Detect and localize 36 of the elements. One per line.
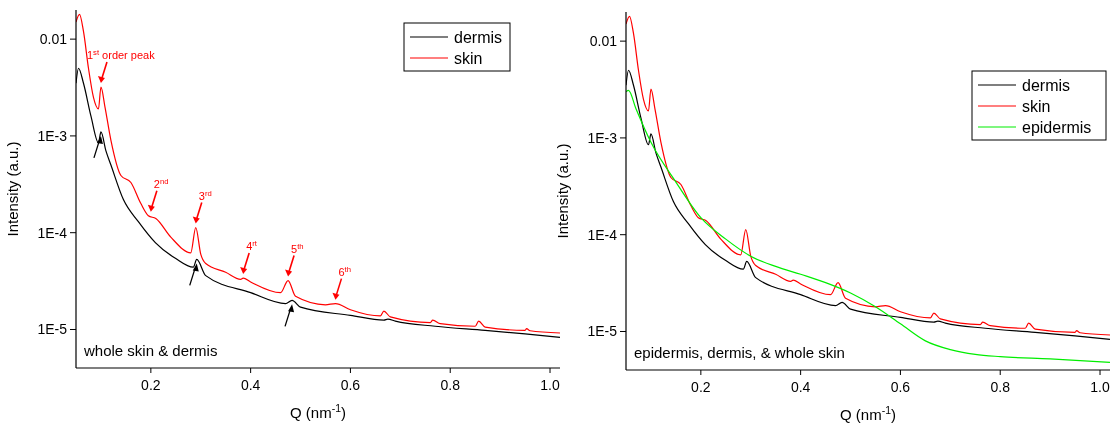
annotation: 3$^{rd}$ <box>198 188 212 202</box>
legend-label: skin <box>1022 98 1051 115</box>
y-tick-label: 1E-5 <box>37 321 68 338</box>
legend-label: epidermis <box>1022 119 1092 136</box>
x-tick-label: 0.2 <box>141 377 161 393</box>
y-tick-label: 1E-5 <box>587 323 618 340</box>
y-tick-label: 1E-3 <box>587 129 618 146</box>
x-tick-label: 1.0 <box>1090 379 1110 395</box>
x-tick-label: 0.6 <box>890 379 911 395</box>
annotation: epidermis, dermis, & whole skin <box>634 344 845 361</box>
x-tick-label: 1.0 <box>540 377 560 393</box>
legend-label: dermis <box>1022 77 1071 94</box>
y-tick-label: 0.01 <box>589 33 618 50</box>
legend-label: skin <box>454 50 483 67</box>
annotation: 1$^{st}$ order peak <box>86 47 156 62</box>
annotation: 6$^{th}$ <box>338 264 352 278</box>
x-tick-label: 0.2 <box>691 379 711 395</box>
y-tick-label: 0.01 <box>39 31 68 48</box>
annotation: 4$^{rt}$ <box>246 238 258 253</box>
legend-label: dermis <box>454 29 503 46</box>
annotation: whole skin & dermis <box>83 342 218 359</box>
x-tick-label: 0.6 <box>340 377 361 393</box>
x-tick-label: 0.8 <box>990 379 1011 395</box>
line-series <box>626 15 1110 336</box>
y-axis-title: Intensity (a.u.) <box>4 141 21 237</box>
y-tick-label: 1E-4 <box>37 224 68 241</box>
annotation: 2$^{nd}$ <box>153 176 169 190</box>
x-tick-label: 0.8 <box>440 377 461 393</box>
y-tick-label: 1E-3 <box>37 127 68 144</box>
x-axis-title: Q (nm$^{-1}$) <box>289 402 347 421</box>
x-tick-label: 0.4 <box>790 379 811 395</box>
x-axis-title: Q (nm$^{-1}$) <box>839 404 897 423</box>
y-tick-label: 1E-4 <box>587 226 618 243</box>
annotation: 5$^{th}$ <box>291 241 304 255</box>
x-tick-label: 0.4 <box>240 377 261 393</box>
y-axis-title: Intensity (a.u.) <box>554 143 571 239</box>
